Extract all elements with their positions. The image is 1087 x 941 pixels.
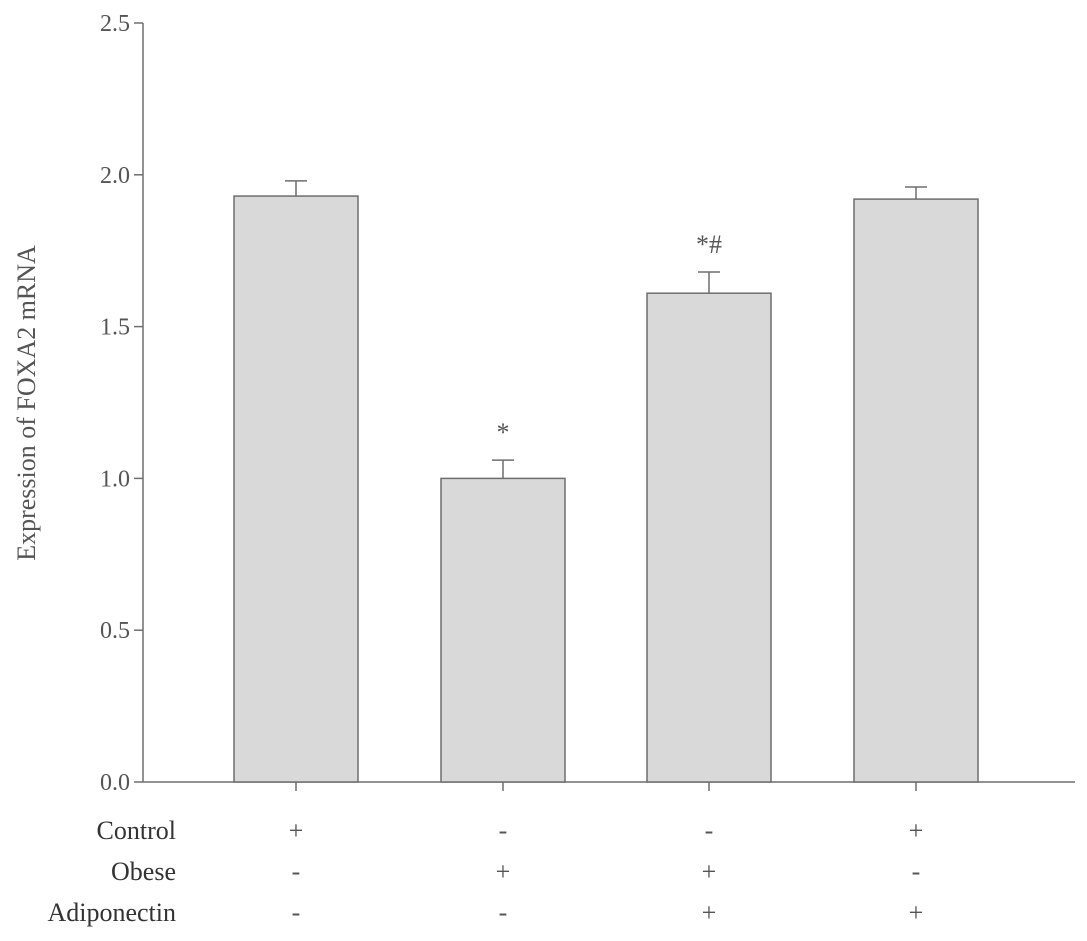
y-tick-label: 2.0 [100, 163, 130, 189]
condition-sign: - [705, 816, 714, 845]
condition-sign: - [292, 898, 301, 927]
bar [853, 198, 979, 783]
annotations-group: * *# [497, 230, 723, 447]
x-axis [143, 781, 1075, 791]
bar [440, 477, 566, 783]
significance-label: *# [696, 230, 722, 259]
y-tick-label: 1.5 [100, 315, 130, 341]
condition-sign: + [702, 898, 717, 927]
y-tick-label: 0.5 [100, 618, 130, 644]
y-axis: 0.0 0.5 1.0 1.5 2.0 2.5 [100, 11, 144, 796]
condition-sign: + [496, 857, 511, 886]
significance-label: * [497, 418, 510, 447]
condition-sign: + [702, 857, 717, 886]
bar [233, 195, 359, 783]
y-axis-title: Expression of FOXA2 mRNA [12, 245, 41, 561]
condition-row-label: Adiponectin [47, 898, 176, 927]
condition-row-label: Control [97, 816, 176, 845]
condition-sign: - [499, 898, 508, 927]
condition-sign: + [909, 816, 924, 845]
y-tick-label: 2.5 [100, 11, 130, 37]
condition-sign: + [909, 898, 924, 927]
condition-sign: - [912, 857, 921, 886]
condition-sign: + [289, 816, 304, 845]
error-bars-group [285, 180, 927, 479]
condition-sign: - [292, 857, 301, 886]
conditions-table: Control + - - + Obese - + + - Adiponectin - - + + [47, 816, 923, 927]
bars-group [233, 195, 979, 783]
y-tick-label: 0.0 [100, 770, 130, 796]
bar [646, 292, 772, 783]
condition-row-label: Obese [111, 857, 176, 886]
y-tick-label: 1.0 [100, 466, 130, 492]
condition-sign: - [499, 816, 508, 845]
